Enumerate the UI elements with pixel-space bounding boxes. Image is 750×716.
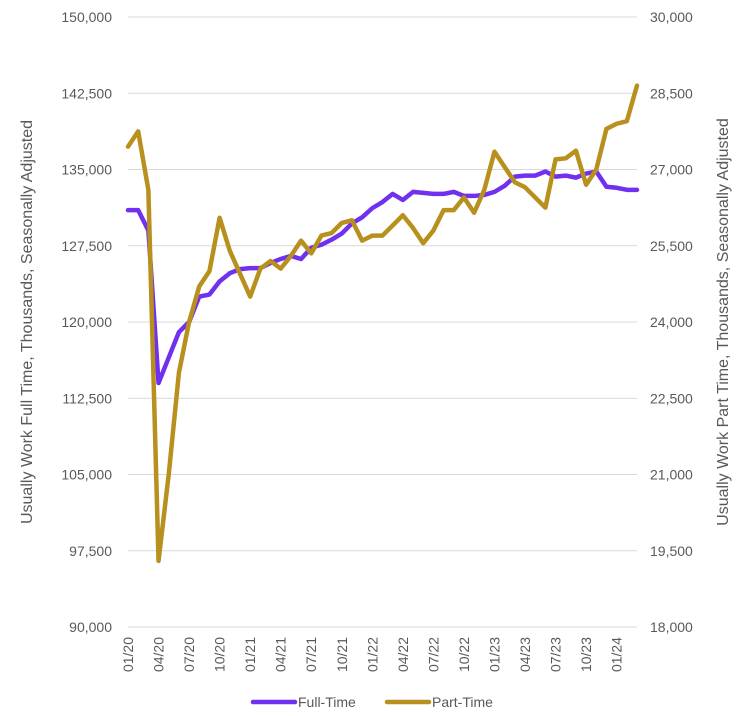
series-line-part-time [125,83,640,564]
x-tick-label: 01/23 [486,637,502,672]
right-tick-label: 19,500 [650,543,693,559]
left-tick-label: 97,500 [69,543,112,559]
left-tick-label: 112,500 [62,390,112,406]
gridlines [128,16,637,628]
left-tick-label: 142,500 [61,85,112,101]
right-tick-label: 18,000 [650,619,693,635]
left-tick-label: 105,000 [61,467,112,483]
x-tick-label: 10/22 [456,637,472,672]
x-tick-label: 10/23 [578,637,594,672]
x-tick-label: 01/21 [242,637,258,672]
right-tick-label: 21,000 [650,467,693,483]
series-lines [125,83,640,564]
x-tick-label: 07/21 [303,637,319,672]
left-tick-label: 135,000 [61,162,112,178]
legend-label-full-time: Full-Time [298,694,356,710]
right-axis-ticks: 18,000 19,500 21,000 22,500 24,000 25,500 27,0… [650,9,693,635]
x-tick-label: 07/20 [181,637,197,672]
left-tick-label: 120,000 [61,314,112,330]
x-tick-label: 04/23 [517,637,533,672]
x-tick-label: 04/22 [395,637,411,672]
x-tick-label: 01/20 [120,637,136,672]
x-tick-label: 10/20 [212,637,228,672]
right-tick-label: 28,500 [650,85,693,101]
left-axis-title: Usually Work Full Time, Thousands, Seaso… [19,120,36,524]
x-tick-label: 10/21 [334,637,350,672]
legend: Full-Time Part-Time [250,694,493,710]
x-tick-label: 07/22 [425,637,441,672]
right-tick-label: 24,000 [650,314,693,330]
x-tick-label: 07/23 [548,637,564,672]
left-tick-label: 150,000 [61,9,112,25]
x-tick-label: 01/24 [609,637,625,672]
x-axis-ticks: 01/20 04/20 07/20 10/20 01/21 04/21 07/21 10/21… [120,637,625,672]
right-tick-label: 25,500 [650,238,693,254]
left-tick-label: 127,500 [61,238,112,254]
right-axis-title: Usually Work Part Time, Thousands, Seaso… [715,118,732,526]
right-tick-label: 30,000 [650,9,693,25]
right-tick-label: 27,000 [650,162,693,178]
x-tick-label: 01/22 [364,637,380,672]
x-tick-label: 04/21 [273,637,289,672]
right-tick-label: 22,500 [650,390,693,406]
legend-label-part-time: Part-Time [432,694,493,710]
left-axis-ticks: 90,000 97,500 105,000 112,500 120,000 127,500… [61,9,112,635]
left-tick-label: 90,000 [69,619,112,635]
x-tick-label: 04/20 [151,637,167,672]
